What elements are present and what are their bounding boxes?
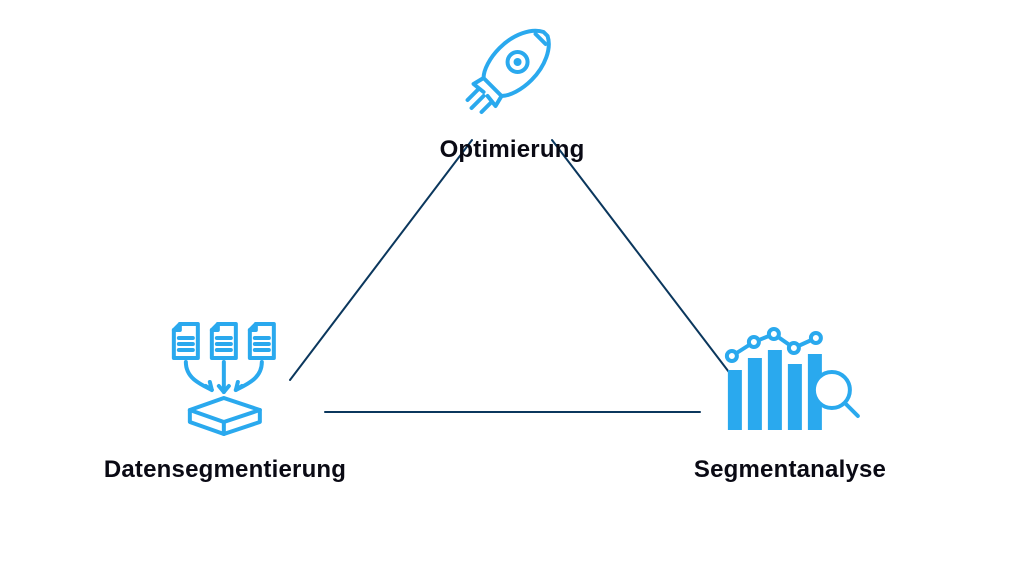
node-segmentanalyse: Segmentanalyse <box>694 320 886 484</box>
rocket-icon <box>462 20 562 120</box>
data-funnel-icon <box>160 320 290 440</box>
node-label-optimierung: Optimierung <box>440 136 585 164</box>
triangle-diagram: Optimierung <box>0 0 1024 576</box>
chart-lens-icon <box>720 320 860 440</box>
node-optimierung: Optimierung <box>440 20 585 164</box>
node-label-datensegmentierung: Datensegmentierung <box>104 456 346 484</box>
node-datensegmentierung: Datensegmentierung <box>104 320 346 484</box>
node-label-segmentanalyse: Segmentanalyse <box>694 456 886 484</box>
